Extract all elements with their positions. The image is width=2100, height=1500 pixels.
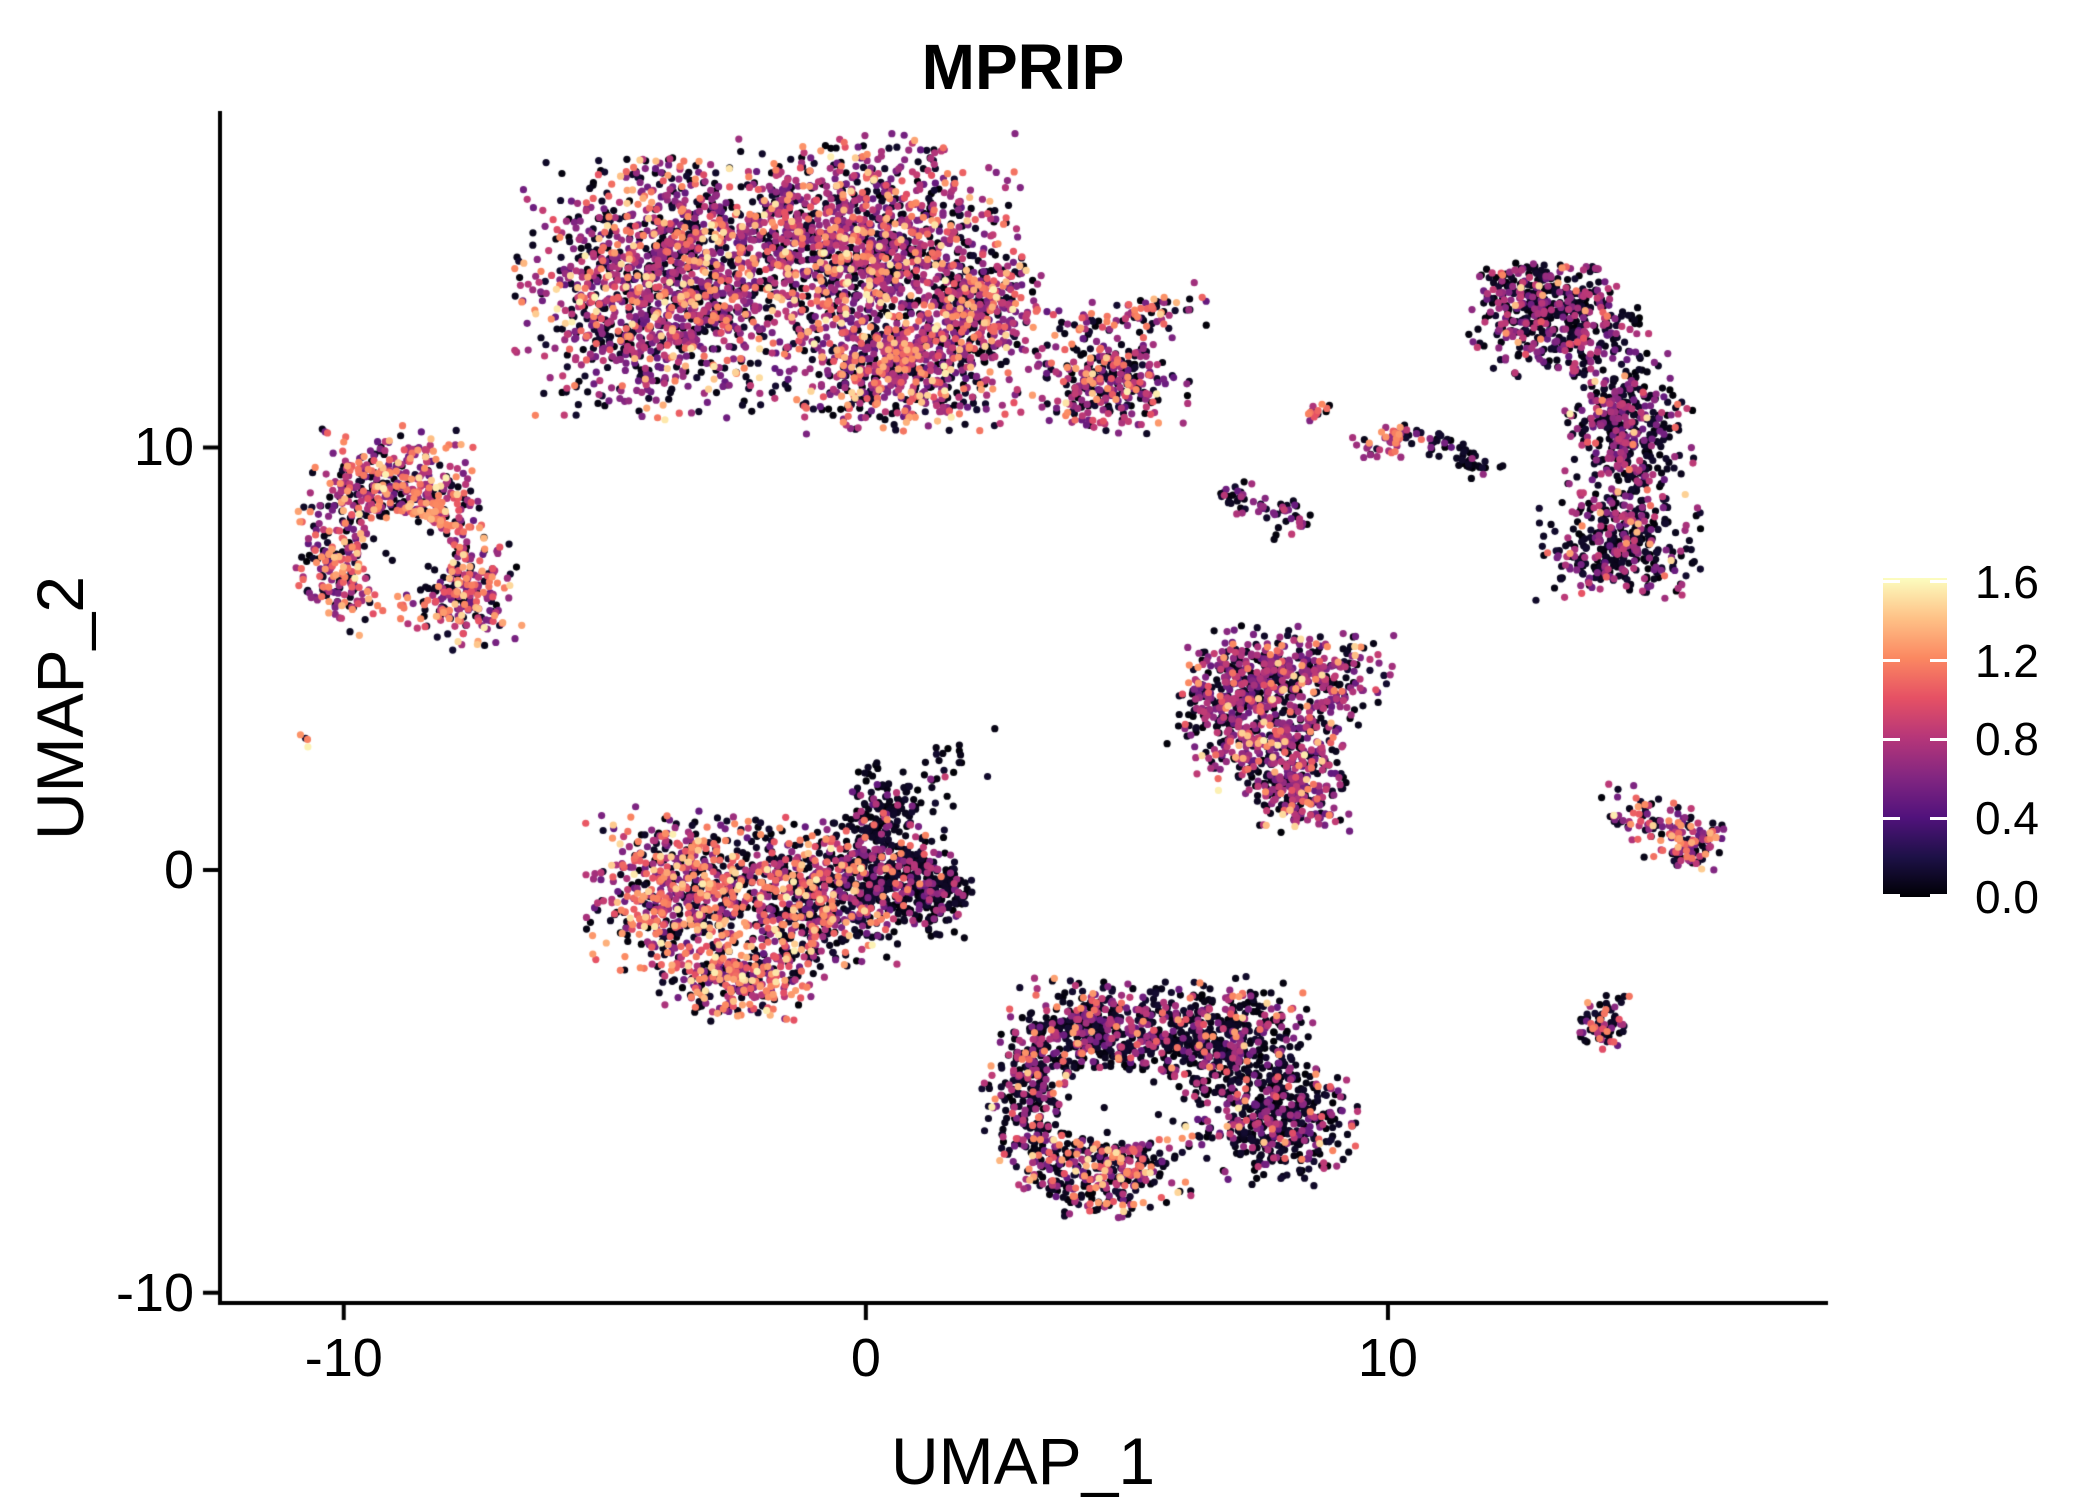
legend-tick-mark xyxy=(1883,737,1900,741)
y-tick-label-0: 0 xyxy=(163,840,194,901)
x-axis-title: UMAP_1 xyxy=(890,1424,1156,1498)
legend-tick-mark xyxy=(1930,580,1947,584)
legend-tick-mark xyxy=(1883,580,1900,584)
legend-tick-mark xyxy=(1930,737,1947,741)
legend-tick-mark xyxy=(1930,894,1947,897)
legend-tick-mark xyxy=(1883,659,1900,663)
legend-tick-label-1_6: 1.6 xyxy=(1975,555,2039,608)
legend-tick-label-0_4: 0.4 xyxy=(1975,792,2039,845)
legend-tick-mark xyxy=(1883,816,1900,820)
y-tick-label-10: 10 xyxy=(133,417,194,478)
legend-tick-label-0_0: 0.0 xyxy=(1975,871,2039,923)
legend-tick-label-1_2: 1.2 xyxy=(1975,634,2039,687)
plot-title: MPRIP xyxy=(921,31,1125,103)
x-tick-label-10: 10 xyxy=(1357,1328,1418,1388)
y-tick-label-neg10: -10 xyxy=(115,1262,194,1323)
legend-tick-mark xyxy=(1883,894,1900,897)
x-tick-label-0: 0 xyxy=(850,1328,881,1388)
legend-tick-label-0_8: 0.8 xyxy=(1975,713,2039,766)
legend-tick-mark xyxy=(1930,816,1947,820)
legend-tick-mark xyxy=(1930,659,1947,663)
y-axis-title: UMAP_2 xyxy=(23,575,97,841)
x-tick-label-neg10: -10 xyxy=(304,1328,383,1388)
colorbar-gradient xyxy=(1883,578,1947,897)
